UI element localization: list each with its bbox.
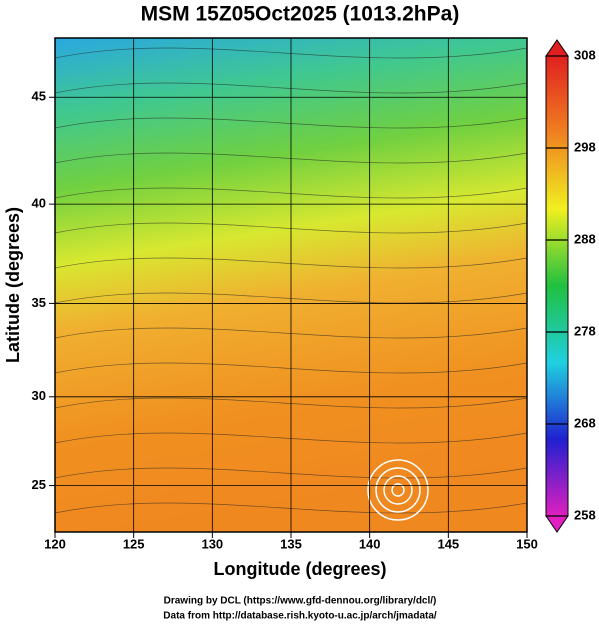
vortex <box>391 483 405 497</box>
x-tick-label: 145 <box>437 536 459 551</box>
x-tick-label: 130 <box>201 536 223 551</box>
x-tick-label: 150 <box>516 536 538 551</box>
streamlines <box>54 47 528 514</box>
colorbar-tick-label: 308 <box>574 47 596 62</box>
colorbar-tick-label: 258 <box>574 507 596 522</box>
y-tick-label: 45 <box>32 89 46 104</box>
y-tick-label: 25 <box>32 477 46 492</box>
chart-title: MSM 15Z05Oct2025 (1013.2hPa) <box>141 3 460 26</box>
vortex <box>383 475 413 505</box>
y-axis-label: Latitude (degrees) <box>3 207 23 363</box>
colorbar-end <box>545 39 569 57</box>
colorbar-tick-label: 288 <box>574 231 596 246</box>
footer-line: Data from http://database.rish.kyoto-u.a… <box>163 611 437 622</box>
x-tick-label: 140 <box>359 536 381 551</box>
colorbar-tick-label: 268 <box>574 415 596 430</box>
y-tick-label: 35 <box>32 295 46 310</box>
footer-line: Drawing by DCL (https://www.gfd-dennou.o… <box>164 596 437 607</box>
colorbar-tick-label: 298 <box>574 139 596 154</box>
x-axis-label: Longitude (degrees) <box>213 559 386 579</box>
y-tick-label: 40 <box>32 196 46 211</box>
plot-frame <box>54 37 528 533</box>
vortex <box>375 467 421 513</box>
x-tick-label: 125 <box>123 536 145 551</box>
vortex <box>367 459 429 521</box>
y-tick-label: 30 <box>32 388 46 403</box>
x-tick-label: 135 <box>280 536 302 551</box>
colorbar-tick-label: 278 <box>574 323 596 338</box>
colorbar <box>545 55 569 517</box>
colorbar-end <box>545 515 569 533</box>
x-tick-label: 120 <box>44 536 66 551</box>
